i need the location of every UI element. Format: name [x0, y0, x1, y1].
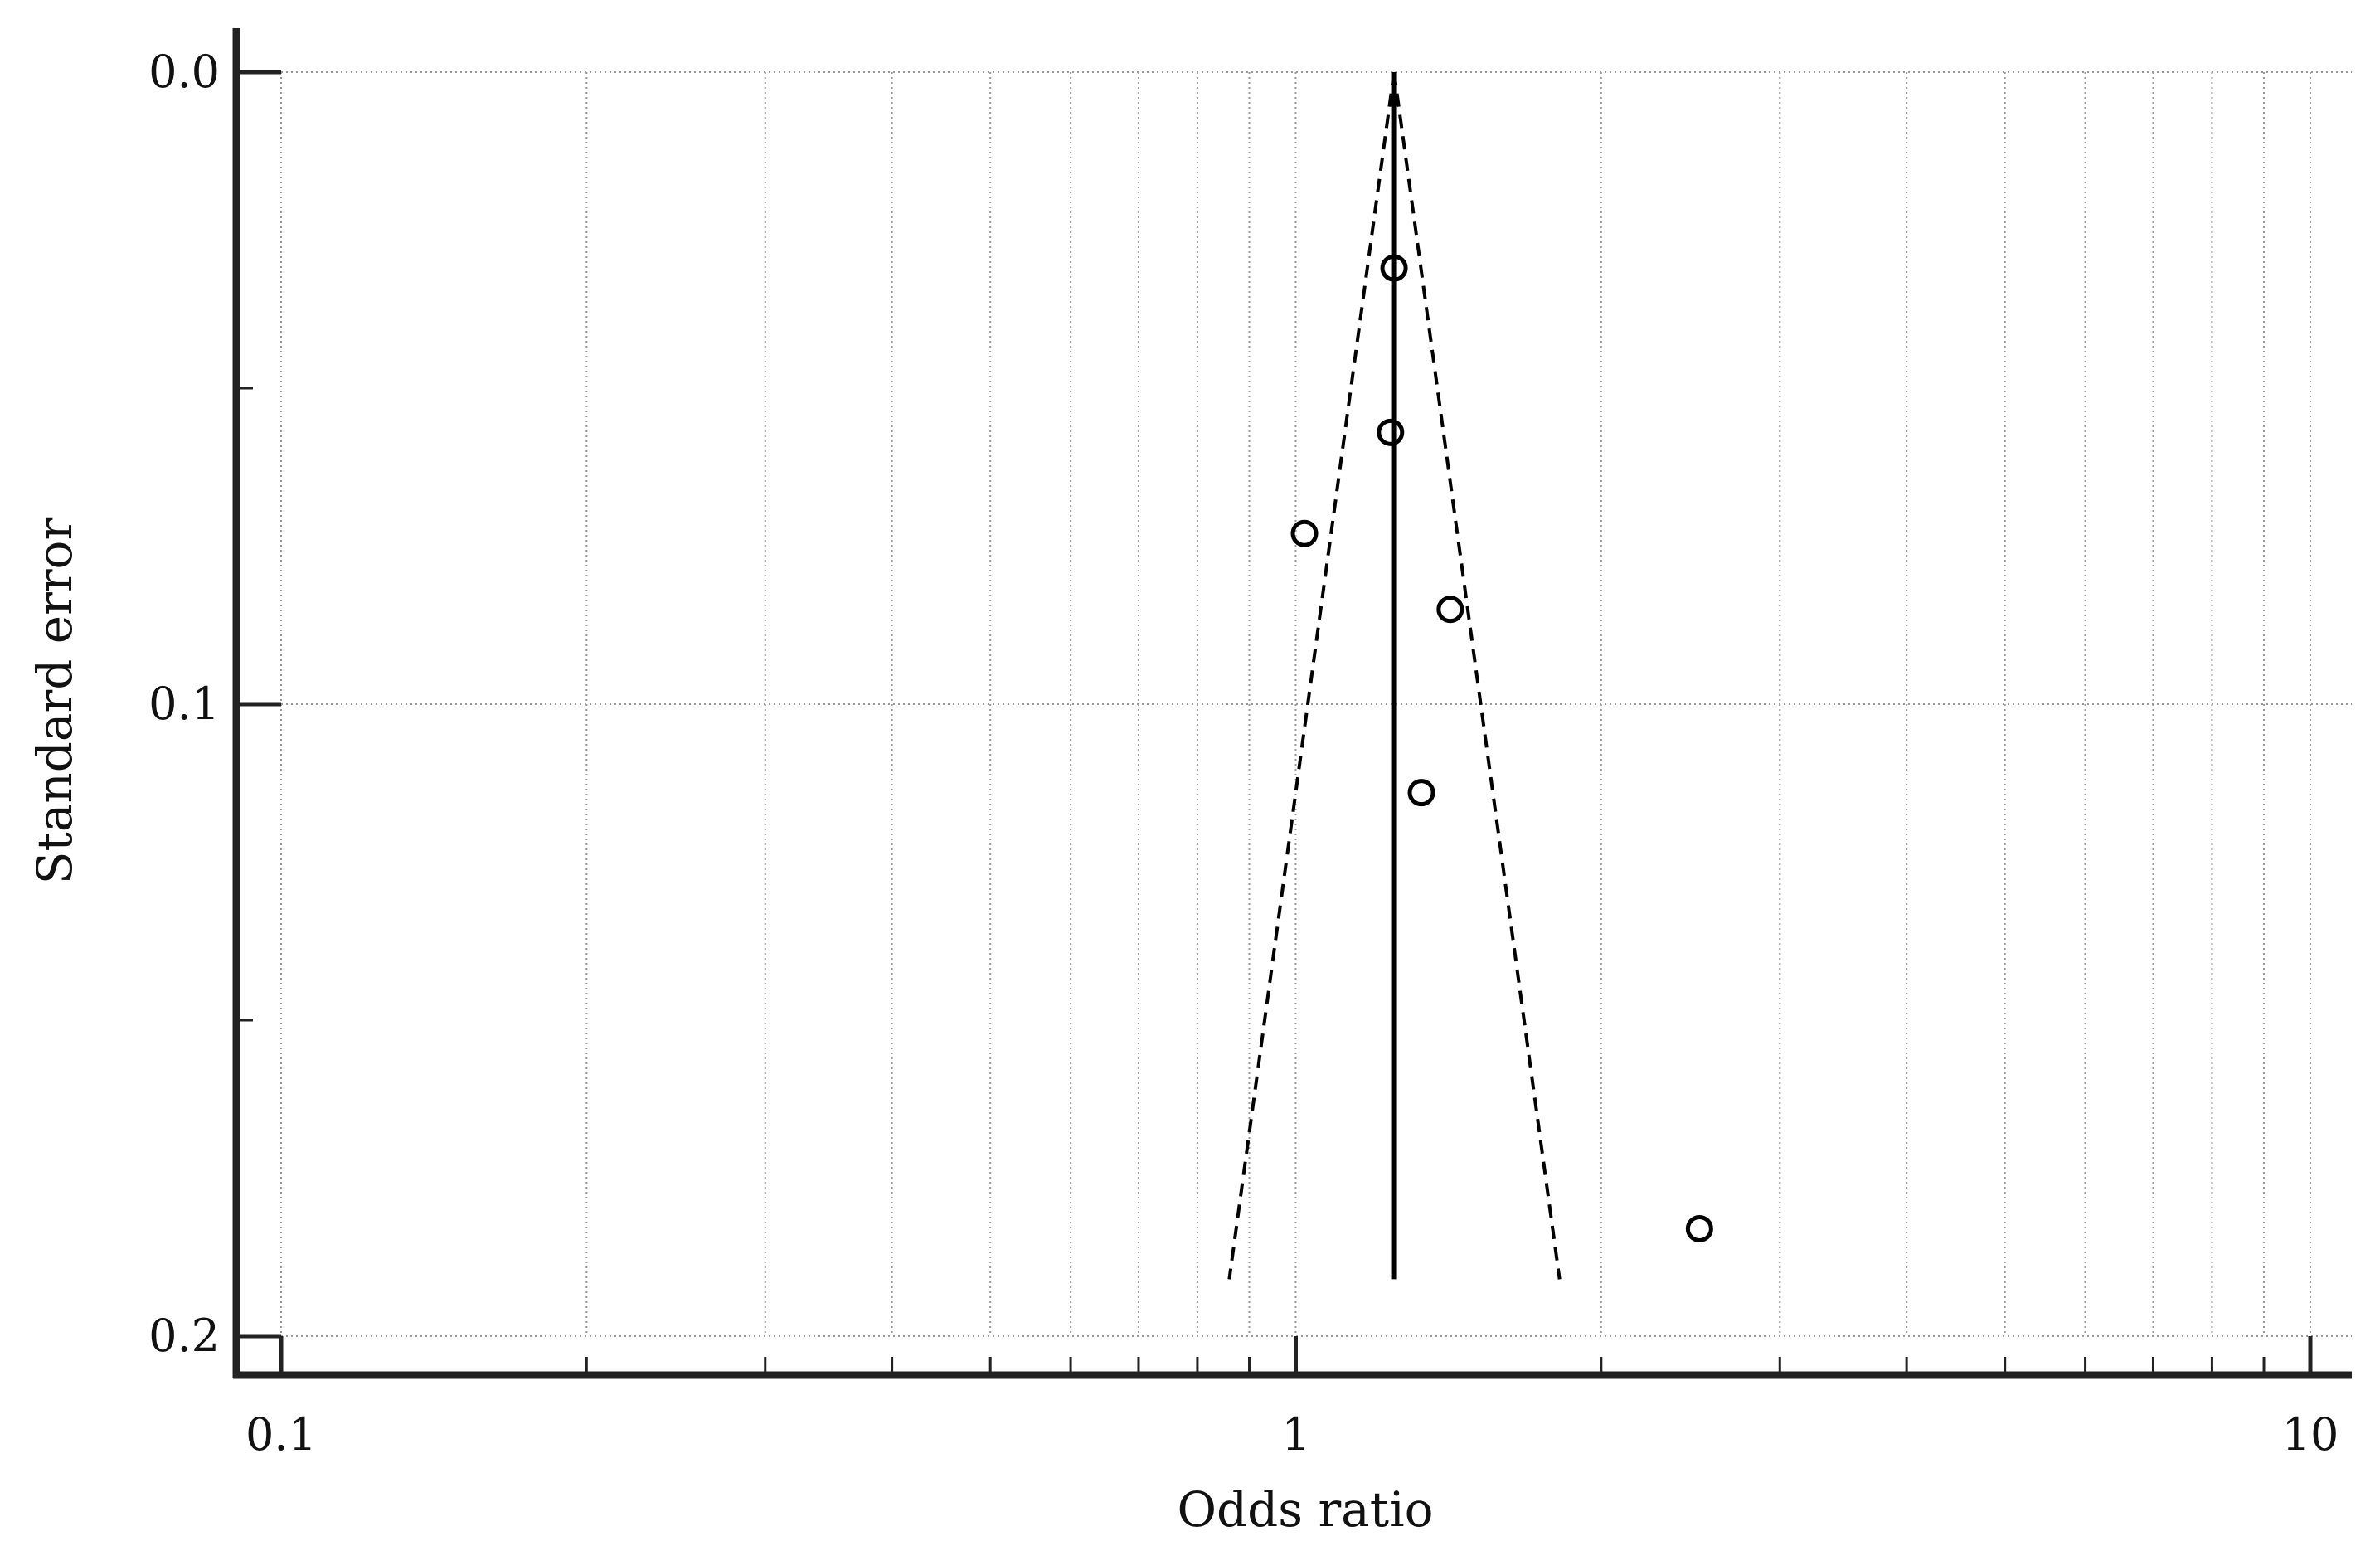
x-tick-label: 10 [2282, 1408, 2339, 1461]
upper-confidence-limit [1392, 71, 1562, 1280]
y-tick-label: 0.1 [148, 678, 220, 730]
study-point [1380, 254, 1408, 282]
grid [236, 71, 2352, 1337]
y-tick-label: 0.2 [148, 1310, 220, 1362]
study-point [1685, 1214, 1713, 1242]
x-axis-title: Odds ratio [1177, 1481, 1433, 1538]
lower-confidence-limit [1227, 71, 1396, 1280]
study-points [1290, 254, 1713, 1242]
pseudo-confidence-limits [1227, 71, 1562, 1280]
x-tick-label: 0.1 [245, 1408, 317, 1461]
study-point [1407, 779, 1435, 807]
study-point [1377, 418, 1405, 446]
axes [232, 28, 2352, 1379]
y-tick-label: 0.0 [148, 46, 220, 98]
tick-labels: 0.0 0.1 0.2 0.1 1 10 [148, 46, 2339, 1461]
y-axis-title: Standard error [27, 518, 83, 885]
study-point [1436, 596, 1464, 624]
study-point [1290, 519, 1319, 547]
x-tick-label: 1 [1281, 1408, 1309, 1461]
